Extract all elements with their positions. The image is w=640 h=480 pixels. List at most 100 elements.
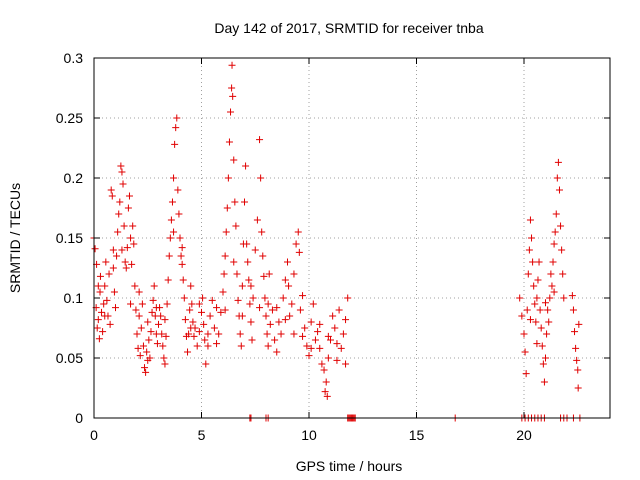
data-point — [260, 272, 268, 280]
data-point — [141, 364, 149, 372]
data-point — [324, 332, 332, 340]
data-point — [533, 340, 541, 348]
data-point — [535, 258, 543, 266]
data-point — [575, 320, 583, 328]
data-point — [222, 228, 230, 236]
data-point — [230, 258, 238, 266]
data-point — [172, 124, 180, 132]
data-point — [299, 292, 307, 300]
data-point — [117, 162, 125, 170]
data-point — [573, 356, 581, 364]
data-point — [288, 300, 296, 308]
data-point — [303, 342, 311, 350]
data-point — [127, 234, 135, 242]
data-point — [91, 245, 99, 253]
data-point — [264, 342, 272, 350]
data-point — [281, 316, 289, 324]
data-point — [273, 348, 281, 356]
data-point — [316, 344, 324, 352]
data-point — [228, 61, 236, 69]
data-point — [113, 252, 121, 260]
data-point — [188, 300, 196, 308]
data-point — [144, 318, 152, 326]
data-point — [201, 336, 209, 344]
data-point — [281, 276, 289, 284]
data-point — [175, 210, 183, 218]
data-point — [215, 330, 223, 338]
data-point — [94, 316, 102, 324]
data-point — [224, 174, 232, 182]
y-tick-label: 0 — [75, 410, 83, 426]
data-point — [128, 260, 136, 268]
data-point — [118, 168, 126, 176]
data-point — [108, 192, 116, 200]
data-point — [568, 292, 576, 300]
data-point — [251, 246, 259, 254]
data-point — [163, 300, 171, 308]
data-point — [200, 320, 208, 328]
data-point — [526, 316, 534, 324]
data-point — [210, 324, 218, 332]
data-point — [145, 336, 153, 344]
data-point — [241, 198, 248, 206]
data-point — [571, 328, 579, 336]
data-point — [337, 344, 345, 352]
data-point — [136, 352, 144, 360]
data-point — [539, 360, 547, 368]
data-point — [258, 228, 266, 236]
data-point — [543, 330, 551, 338]
data-point — [162, 332, 170, 340]
data-point — [109, 264, 117, 272]
data-point — [294, 228, 302, 236]
data-point — [186, 306, 194, 314]
data-point — [569, 306, 577, 314]
data-point — [199, 294, 207, 302]
data-point — [180, 294, 188, 302]
data-point — [574, 384, 582, 392]
data-point — [178, 260, 186, 268]
data-point — [554, 158, 562, 166]
data-point — [549, 258, 557, 266]
data-point — [237, 342, 245, 350]
data-point — [223, 204, 231, 212]
data-point — [174, 186, 182, 194]
data-point — [120, 222, 128, 230]
data-point — [329, 312, 337, 320]
data-point — [530, 282, 538, 290]
data-point — [102, 258, 110, 266]
data-point — [534, 276, 542, 284]
data-point — [525, 246, 533, 254]
data-point — [135, 312, 143, 320]
data-point — [299, 332, 307, 340]
data-point — [547, 270, 555, 278]
data-point — [263, 330, 271, 338]
data-point — [271, 336, 279, 344]
y-tick-label: 0.2 — [64, 170, 84, 186]
data-point — [181, 316, 189, 324]
data-point — [190, 332, 198, 340]
data-point — [176, 234, 184, 242]
data-point — [533, 294, 541, 302]
data-point — [105, 270, 113, 278]
y-axis-label: SRMTID / TECUs — [7, 183, 23, 293]
plot-frame — [93, 57, 611, 419]
y-tick-label: 0.05 — [56, 350, 83, 366]
data-point — [206, 312, 214, 320]
data-point — [238, 312, 246, 320]
data-point — [290, 270, 298, 278]
data-point — [261, 294, 269, 302]
data-point — [266, 320, 274, 328]
data-point — [528, 234, 536, 242]
data-point — [296, 306, 304, 314]
data-point — [133, 330, 141, 338]
data-point — [204, 342, 212, 350]
data-point — [231, 198, 239, 206]
data-point — [179, 276, 187, 284]
data-point — [208, 296, 216, 304]
data-point — [522, 370, 530, 378]
data-point — [518, 312, 526, 320]
data-point — [229, 92, 237, 100]
data-point — [124, 204, 132, 212]
data-point — [170, 228, 178, 236]
data-point — [148, 308, 156, 316]
